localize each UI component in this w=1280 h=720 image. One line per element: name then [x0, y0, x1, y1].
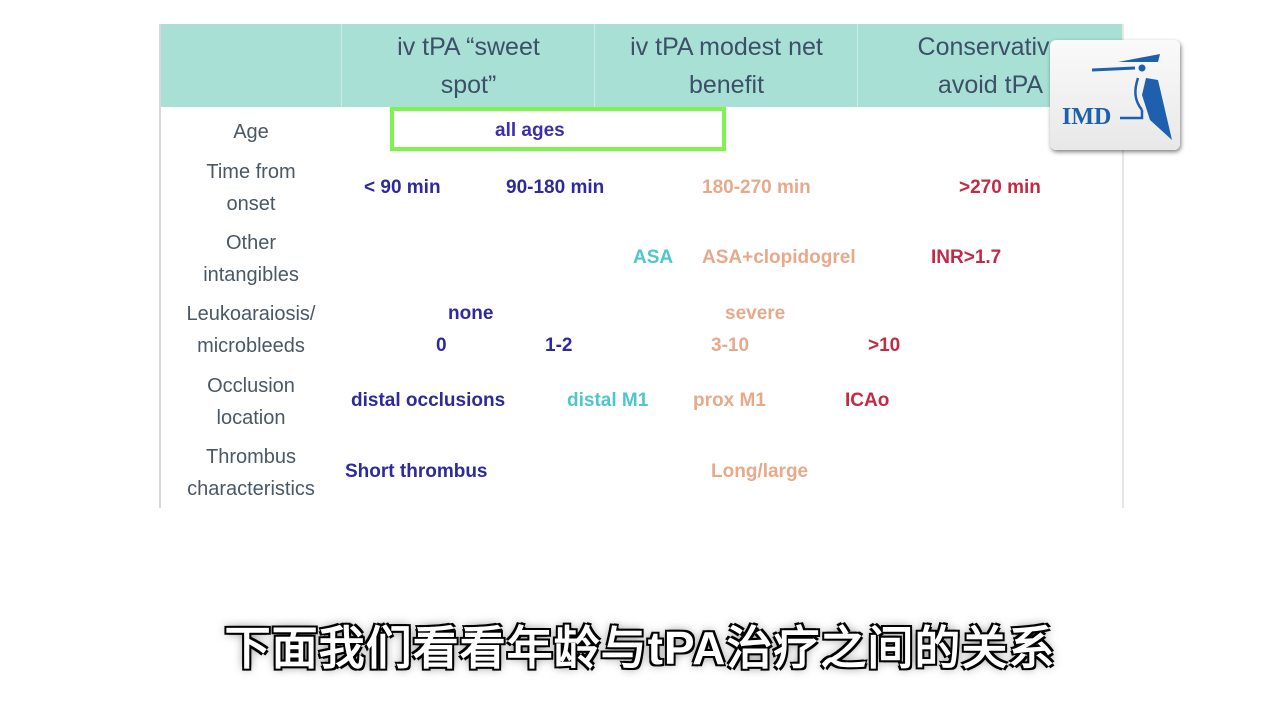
header-conservative: Conservative avoid tPA — [857, 24, 1123, 107]
imd-logo: IMD — [1050, 40, 1180, 150]
row-label-thrombus: Thrombus characteristics — [187, 446, 315, 500]
value-icao: ICAo — [845, 390, 890, 411]
slide-table: iv tPA “sweet spot” iv tPA modest net bene… — [159, 24, 1124, 508]
value-severe: severe — [725, 303, 786, 324]
value-180-270: 180-270 min — [702, 177, 811, 198]
value-asa-clopidogrel: ASA+clopidogrel — [702, 247, 856, 268]
header-empty-cell — [161, 24, 341, 107]
kingfisher-bird-icon: IMD — [1062, 54, 1172, 140]
value-long-large: Long/large — [711, 461, 809, 482]
value-gt-270: >270 min — [959, 177, 1041, 198]
value-90-180: 90-180 min — [506, 177, 605, 198]
highlight-box — [390, 107, 726, 151]
value-3-10: 3-10 — [711, 335, 750, 356]
header-text: benefit — [688, 70, 765, 99]
header-text: spot” — [440, 70, 497, 99]
value-gt-10: >10 — [868, 335, 901, 356]
row-label-time: Time from onset — [206, 161, 296, 215]
row-label-occlusion: Occlusion location — [207, 375, 295, 429]
svg-text:IMD: IMD — [1062, 104, 1111, 130]
header-sweet-spot: iv tPA “sweet spot” — [341, 24, 595, 107]
video-subtitle: 下面我们看看年龄与tPA治疗之间的关系 — [224, 622, 1056, 674]
value-short-thrombus: Short thrombus — [345, 461, 488, 482]
header-text: iv tPA “sweet — [397, 32, 540, 61]
value-inr: INR>1.7 — [931, 247, 1002, 268]
header-text: Conservative — [917, 32, 1064, 61]
header-modest-benefit: iv tPA modest net benefit — [594, 24, 858, 107]
value-1-2: 1-2 — [545, 335, 573, 356]
value-0: 0 — [436, 335, 447, 356]
value-distal-m1: distal M1 — [567, 390, 649, 411]
row-label-intangibles: Other intangibles — [203, 232, 299, 286]
row-label-age: Age — [233, 121, 269, 143]
header-text: iv tPA modest net — [630, 32, 823, 61]
value-all-ages: all ages — [495, 120, 565, 141]
table-header: iv tPA “sweet spot” iv tPA modest net bene… — [161, 24, 1122, 107]
value-prox-m1: prox M1 — [693, 390, 766, 411]
header-text: avoid tPA — [937, 70, 1044, 99]
value-distal-occlusions: distal occlusions — [351, 390, 506, 411]
value-lt-90: < 90 min — [364, 177, 441, 198]
row-label-leukoaraiosis: Leukoaraiosis/microbleeds — [186, 303, 316, 357]
value-none: none — [448, 303, 494, 324]
value-asa: ASA — [633, 247, 674, 268]
